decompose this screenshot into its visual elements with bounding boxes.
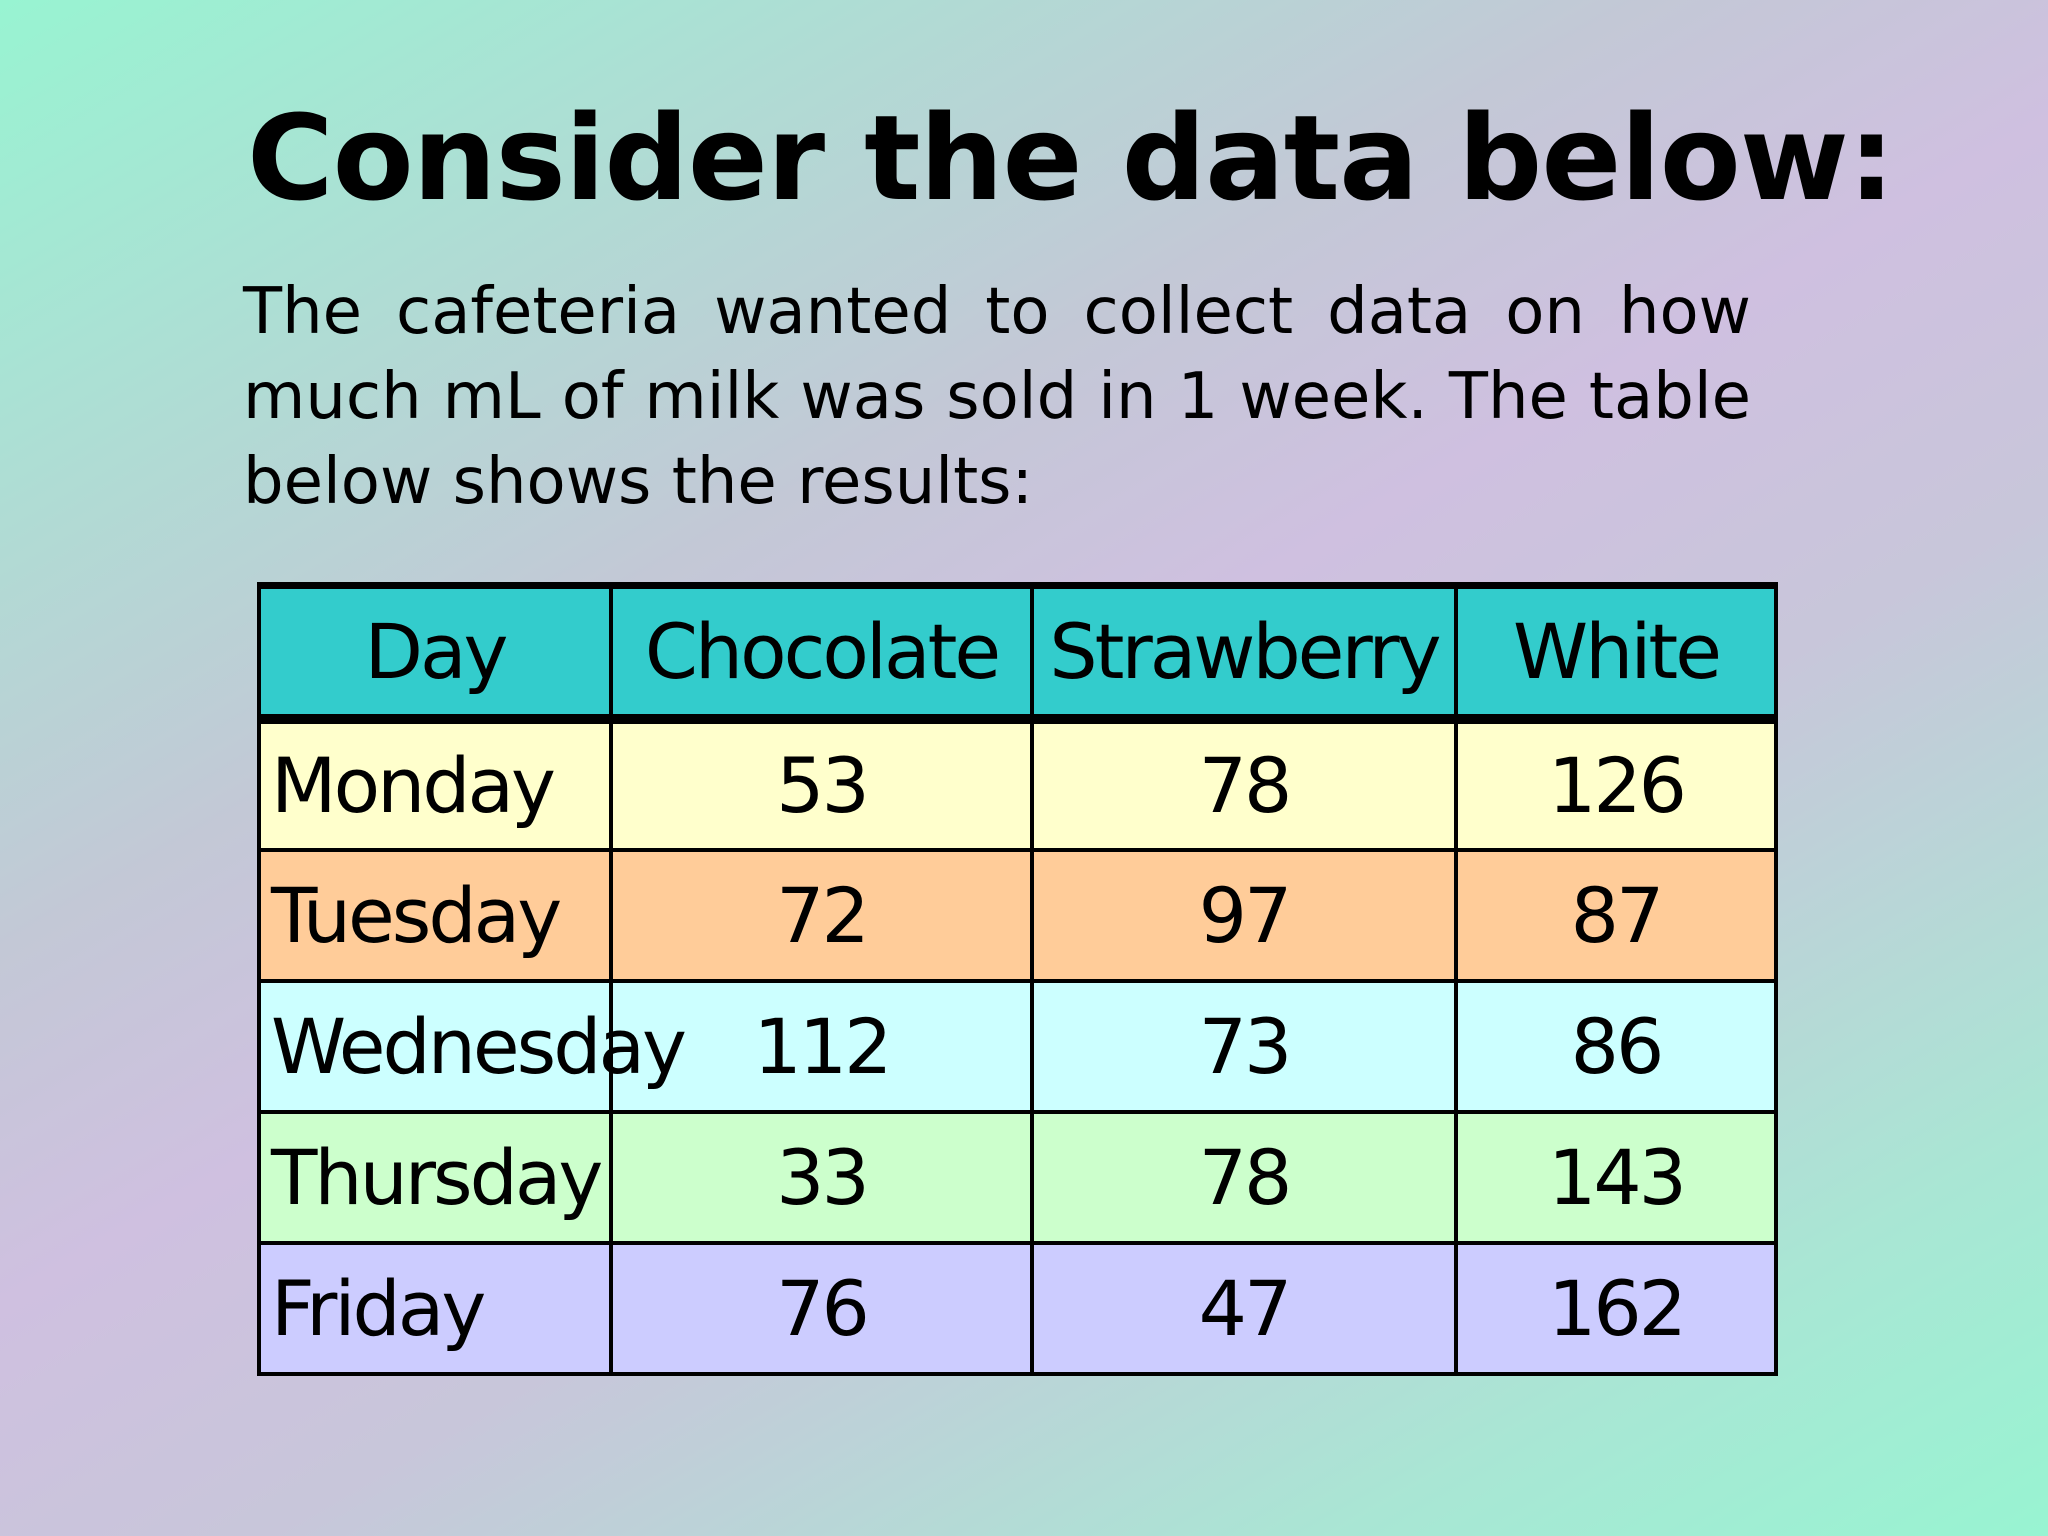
table-row: Monday 53 78 126 bbox=[257, 716, 1778, 852]
white-cell: 143 bbox=[1454, 1109, 1778, 1245]
strawberry-cell: 73 bbox=[1030, 978, 1458, 1114]
chocolate-cell: 33 bbox=[609, 1109, 1034, 1245]
day-cell: Tuesday bbox=[257, 847, 613, 983]
slide-title: Consider the data below: bbox=[247, 89, 1895, 227]
day-cell: Thursday bbox=[257, 1109, 613, 1245]
white-cell: 86 bbox=[1454, 978, 1778, 1114]
table-row: Wednesday 112 73 86 bbox=[257, 978, 1778, 1114]
table-row: Friday 76 47 162 bbox=[257, 1240, 1778, 1376]
header-strawberry: Strawberry bbox=[1030, 582, 1458, 724]
table-row: Thursday 33 78 143 bbox=[257, 1109, 1778, 1245]
day-cell: Friday bbox=[257, 1240, 613, 1376]
milk-sales-table: Day Chocolate Strawberry White Monday 53… bbox=[257, 582, 1778, 1376]
strawberry-cell: 97 bbox=[1030, 847, 1458, 983]
chocolate-cell: 112 bbox=[609, 978, 1034, 1114]
chocolate-cell: 72 bbox=[609, 847, 1034, 983]
day-cell: Monday bbox=[257, 716, 613, 852]
white-cell: 126 bbox=[1454, 716, 1778, 852]
white-cell: 87 bbox=[1454, 847, 1778, 983]
header-day: Day bbox=[257, 582, 613, 724]
intro-paragraph: The cafeteria wanted to collect data on … bbox=[243, 275, 1751, 519]
chocolate-cell: 53 bbox=[609, 716, 1034, 852]
day-cell: Wednesday bbox=[257, 978, 687, 1114]
table-header-row: Day Chocolate Strawberry White bbox=[257, 582, 1778, 724]
strawberry-cell: 78 bbox=[1030, 1109, 1458, 1245]
table-row: Tuesday 72 97 87 bbox=[257, 847, 1778, 983]
strawberry-cell: 78 bbox=[1030, 716, 1458, 852]
header-white: White bbox=[1454, 582, 1778, 724]
strawberry-cell: 47 bbox=[1030, 1240, 1458, 1376]
header-chocolate: Chocolate bbox=[609, 582, 1034, 724]
white-cell: 162 bbox=[1454, 1240, 1778, 1376]
chocolate-cell: 76 bbox=[609, 1240, 1034, 1376]
